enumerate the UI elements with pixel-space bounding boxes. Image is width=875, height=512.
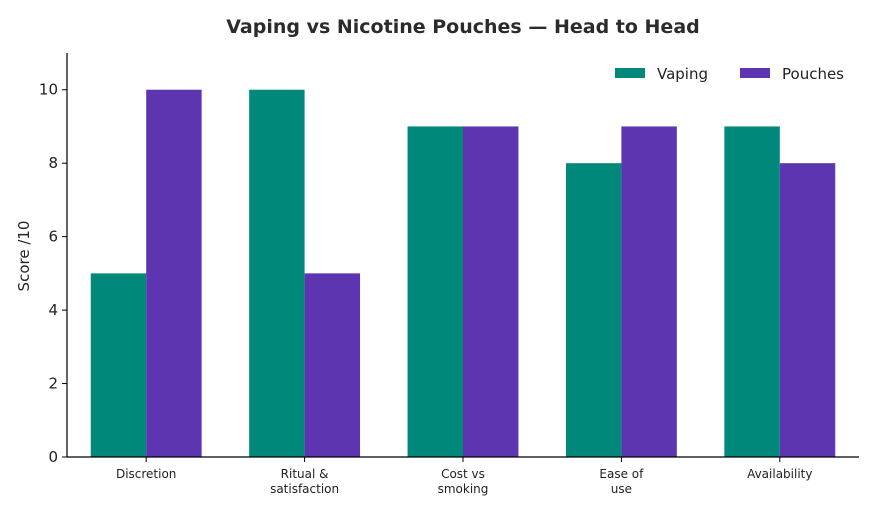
bar-pouches-3	[621, 126, 677, 457]
bar-pouches-2	[463, 126, 519, 457]
legend-label-vaping: Vaping	[657, 65, 708, 83]
y-tick-label: 2	[48, 375, 58, 393]
bar-pouches-4	[779, 163, 836, 457]
y-tick-label: 8	[48, 154, 58, 172]
y-axis-ticks: 0 2 4 6 8 10	[39, 81, 67, 466]
bar-pouches-0	[146, 89, 202, 457]
y-tick-label: 10	[39, 81, 58, 99]
bars-group	[90, 89, 836, 457]
bar-vaping-2	[407, 126, 463, 457]
y-tick-label: 4	[48, 301, 58, 319]
x-tick-label: Ritual & satisfaction	[270, 467, 339, 496]
bar-vaping-0	[90, 273, 147, 457]
legend-swatch-pouches	[740, 68, 770, 78]
legend: Vaping Pouches	[615, 65, 844, 83]
x-tick-label: Availability	[747, 467, 812, 481]
legend-label-pouches: Pouches	[782, 65, 844, 83]
x-tick-label: Cost vs smoking	[438, 467, 489, 496]
legend-swatch-vaping	[615, 68, 645, 78]
bar-vaping-4	[724, 126, 780, 457]
bar-pouches-1	[304, 273, 361, 457]
bar-vaping-3	[565, 163, 622, 457]
bar-vaping-1	[249, 89, 305, 457]
x-axis-ticks: Discretion Ritual & satisfaction Cost vs smo…	[116, 457, 813, 496]
x-tick-label: Discretion	[116, 467, 176, 481]
y-axis-label: Score /10	[15, 221, 33, 292]
chart-title: Vaping vs Nicotine Pouches — Head to Hea…	[226, 16, 700, 38]
x-tick-label: Ease of use	[599, 467, 644, 496]
y-tick-label: 0	[48, 448, 58, 466]
y-tick-label: 6	[48, 228, 58, 246]
